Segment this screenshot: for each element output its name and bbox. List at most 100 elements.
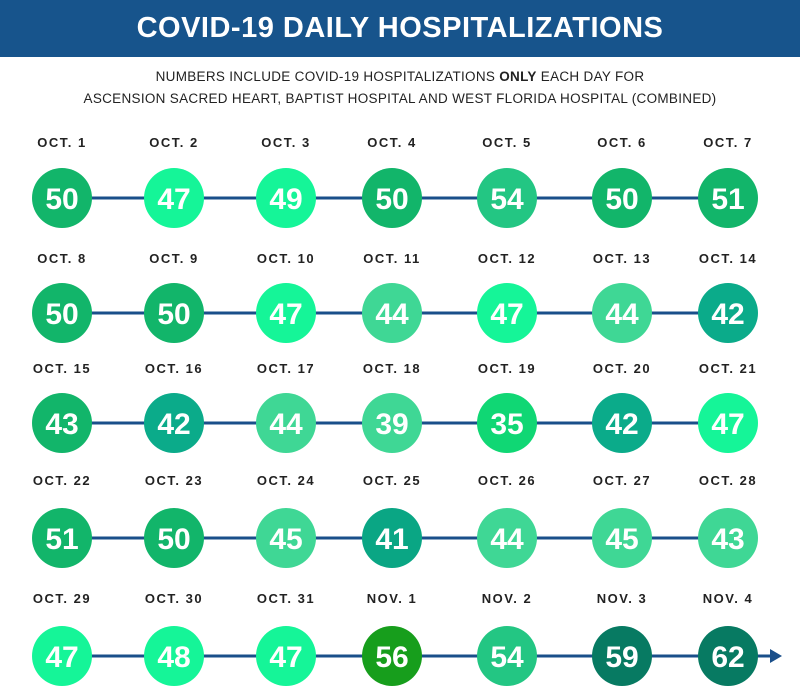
subtitle-line-2: ASCENSION SACRED HEART, BAPTIST HOSPITAL…: [83, 91, 717, 106]
date-label: NOV. 2: [482, 591, 532, 606]
date-label: OCT. 28: [699, 473, 757, 488]
date-label: OCT. 18: [363, 361, 421, 376]
value-circle: [32, 283, 92, 343]
value-label: 51: [711, 183, 744, 216]
value-circle: [32, 168, 92, 228]
value-label: 41: [375, 523, 408, 556]
subtitle-line-1: NUMBERS INCLUDE COVID-19 HOSPITALIZATION…: [0, 66, 800, 88]
value-label: 51: [45, 523, 78, 556]
value-label: 47: [269, 298, 302, 331]
value-circle: [256, 393, 316, 453]
value-circle: [592, 508, 652, 568]
value-label: 54: [490, 641, 524, 674]
date-label: OCT. 2: [149, 135, 198, 150]
value-label: 50: [157, 298, 190, 331]
value-label: 42: [605, 408, 638, 441]
date-label: OCT. 16: [145, 361, 203, 376]
value-circle: [592, 393, 652, 453]
value-circle: [698, 168, 758, 228]
value-circle: [362, 626, 422, 686]
date-label: OCT. 5: [482, 135, 531, 150]
value-label: 47: [711, 408, 744, 441]
value-circle: [698, 283, 758, 343]
value-label: 56: [375, 641, 408, 674]
value-circle: [477, 626, 537, 686]
value-circle: [477, 283, 537, 343]
value-label: 54: [490, 183, 524, 216]
page-title: COVID-19 DAILY HOSPITALIZATIONS: [136, 12, 664, 44]
value-circle: [144, 168, 204, 228]
date-label: OCT. 20: [593, 361, 651, 376]
date-label: OCT. 26: [478, 473, 536, 488]
value-label: 42: [711, 298, 744, 331]
date-label: OCT. 3: [261, 135, 310, 150]
value-label: 43: [45, 408, 78, 441]
value-circle: [32, 508, 92, 568]
value-circle: [698, 393, 758, 453]
value-circle: [477, 168, 537, 228]
date-label: NOV. 3: [597, 591, 647, 606]
arrow-icon: [770, 649, 782, 663]
value-circle: [362, 283, 422, 343]
date-label: OCT. 10: [257, 251, 315, 266]
subtitle-emphasis: ONLY: [499, 69, 537, 84]
value-circle: [32, 393, 92, 453]
value-circle: [144, 508, 204, 568]
date-label: OCT. 17: [257, 361, 315, 376]
value-circle: [698, 626, 758, 686]
value-circle: [592, 283, 652, 343]
value-label: 50: [157, 523, 190, 556]
date-label: OCT. 15: [33, 361, 91, 376]
value-circle: [592, 168, 652, 228]
value-circle: [477, 393, 537, 453]
date-label: OCT. 22: [33, 473, 91, 488]
value-label: 44: [269, 408, 303, 441]
date-label: OCT. 14: [699, 251, 757, 266]
value-label: 50: [605, 183, 638, 216]
value-label: 47: [157, 183, 190, 216]
value-label: 45: [269, 523, 302, 556]
value-label: 45: [605, 523, 638, 556]
subtitle-text: NUMBERS INCLUDE COVID-19 HOSPITALIZATION…: [155, 69, 500, 84]
value-label: 39: [375, 408, 408, 441]
date-label: OCT. 7: [703, 135, 752, 150]
date-label: OCT. 23: [145, 473, 203, 488]
date-label: OCT. 29: [33, 591, 91, 606]
date-label: NOV. 1: [367, 591, 417, 606]
value-circle: [698, 508, 758, 568]
value-label: 47: [45, 641, 78, 674]
value-circle: [477, 508, 537, 568]
date-label: OCT. 13: [593, 251, 651, 266]
value-circle: [144, 393, 204, 453]
value-label: 35: [490, 408, 523, 441]
value-label: 47: [490, 298, 523, 331]
value-label: 50: [45, 183, 78, 216]
value-circle: [362, 393, 422, 453]
date-label: OCT. 24: [257, 473, 315, 488]
value-circle: [592, 626, 652, 686]
value-circle: [362, 508, 422, 568]
date-label: OCT. 11: [363, 251, 420, 266]
value-circle: [32, 626, 92, 686]
value-circle: [362, 168, 422, 228]
value-circle: [256, 168, 316, 228]
date-label: NOV. 4: [703, 591, 753, 606]
date-label: OCT. 1: [37, 135, 86, 150]
date-label: OCT. 25: [363, 473, 421, 488]
date-label: OCT. 12: [478, 251, 536, 266]
date-label: OCT. 19: [478, 361, 536, 376]
date-label: OCT. 6: [597, 135, 646, 150]
value-label: 44: [490, 523, 524, 556]
title-banner: COVID-19 DAILY HOSPITALIZATIONS: [0, 0, 800, 57]
value-label: 44: [375, 298, 409, 331]
value-label: 43: [711, 523, 744, 556]
value-label: 42: [157, 408, 190, 441]
date-label: OCT. 27: [593, 473, 651, 488]
value-circle: [256, 626, 316, 686]
value-circle: [144, 626, 204, 686]
value-label: 50: [45, 298, 78, 331]
date-label: OCT. 31: [257, 591, 315, 606]
value-label: 48: [157, 641, 190, 674]
